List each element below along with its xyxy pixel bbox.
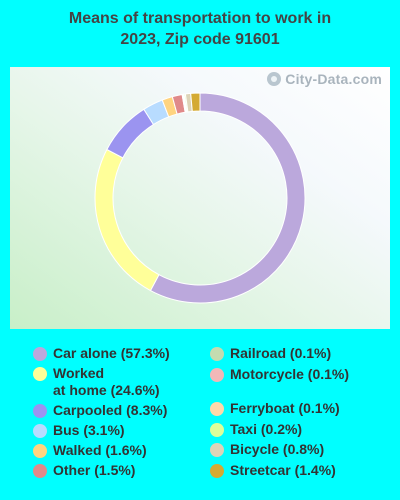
legend-swatch — [33, 424, 47, 438]
legend-spacer — [210, 386, 349, 400]
legend-swatch — [210, 367, 224, 382]
legend-item: Car alone (57.3%) — [33, 345, 170, 365]
legend-item: Bicycle (0.8%) — [210, 441, 349, 462]
legend-label: Streetcar (1.4%) — [230, 462, 336, 479]
legend-label: Bicycle (0.8%) — [230, 441, 324, 458]
legend-swatch — [210, 463, 224, 478]
legend-label-line1: Motorcycle (0.1%) — [230, 365, 350, 382]
magnifier-icon — [267, 72, 282, 86]
legend-swatch — [210, 402, 224, 416]
legend-item: Ferryboat (0.1%) — [210, 400, 349, 421]
legend-label-line1: Carpooled (8.3%) — [53, 402, 168, 418]
legend-label: Motorcycle (0.1%) — [230, 366, 349, 383]
legend-label-line1: Ferryboat (0.1%) — [230, 400, 340, 416]
legend-label-line1: Taxi (0.2%) — [230, 420, 303, 437]
legend-column-right: Railroad (0.1%) Motorcycle (0.1%) Ferryboa… — [210, 345, 349, 482]
chart-title-line1: Means of transportation to work in — [68, 10, 332, 27]
legend-item: Other (1.5%) — [33, 462, 170, 482]
legend-swatch — [33, 367, 47, 381]
watermark: City-Data.com — [267, 71, 382, 87]
legend-label-line1: Railroad (0.1%) — [230, 345, 332, 361]
legend-label-line1: Other (1.5%) — [53, 462, 136, 478]
legend-label-line1: Car alone (57.3%) — [53, 345, 170, 361]
legend-label: Worked at home (24.6%) — [53, 365, 160, 399]
legend-item: Taxi (0.2%) — [210, 421, 349, 442]
donut-slice-2 — [106, 108, 155, 159]
legend-swatch — [210, 347, 224, 361]
legend-label-line1: Bus (3.1%) — [53, 422, 125, 438]
legend-label: Ferryboat (0.1%) — [230, 400, 340, 417]
legend-label: Other (1.5%) — [53, 462, 135, 479]
legend-label-line1: Bicycle (0.8%) — [230, 441, 325, 457]
watermark-text: City-Data.com — [285, 71, 382, 87]
legend-column-left: Car alone (57.3%) Worked at home (24.6%) Ca… — [33, 345, 170, 482]
legend-label: Walked (1.6%) — [53, 442, 147, 459]
legend-label: Railroad (0.1%) — [230, 345, 331, 362]
legend-label: Bus (3.1%) — [53, 422, 125, 439]
donut-slice-11 — [190, 92, 201, 112]
legend-swatch — [33, 464, 47, 478]
legend-item: Bus (3.1%) — [33, 422, 170, 442]
legend-label: Carpooled (8.3%) — [53, 402, 167, 419]
legend: Car alone (57.3%) Worked at home (24.6%) Ca… — [0, 345, 400, 485]
legend-swatch — [210, 443, 224, 457]
donut-chart — [94, 92, 306, 304]
donut-slice-1 — [94, 148, 160, 292]
legend-swatch — [210, 422, 224, 437]
legend-item: Streetcar (1.4%) — [210, 462, 349, 483]
legend-item: Carpooled (8.3%) — [33, 402, 170, 422]
legend-item: Motorcycle (0.1%) — [210, 366, 349, 387]
legend-item: Worked at home (24.6%) — [33, 365, 170, 402]
chart-title: Means of transportation to work in 2023,… — [0, 8, 400, 50]
legend-label-line2: at home (24.6%) — [53, 382, 160, 398]
legend-label: Taxi (0.2%) — [230, 421, 302, 438]
chart-title-line2: 2023, Zip code 91601 — [120, 31, 280, 48]
legend-item: Walked (1.6%) — [33, 442, 170, 462]
legend-label-line1: Worked — [53, 365, 105, 381]
donut-slice-0 — [149, 92, 306, 304]
legend-label: Car alone (57.3%) — [53, 345, 170, 362]
legend-item: Railroad (0.1%) — [210, 345, 349, 366]
legend-swatch — [33, 444, 47, 458]
legend-label-line1: Walked (1.6%) — [53, 442, 147, 458]
legend-swatch — [33, 404, 47, 418]
legend-swatch — [33, 347, 47, 361]
legend-label-line1: Streetcar (1.4%) — [230, 461, 336, 478]
